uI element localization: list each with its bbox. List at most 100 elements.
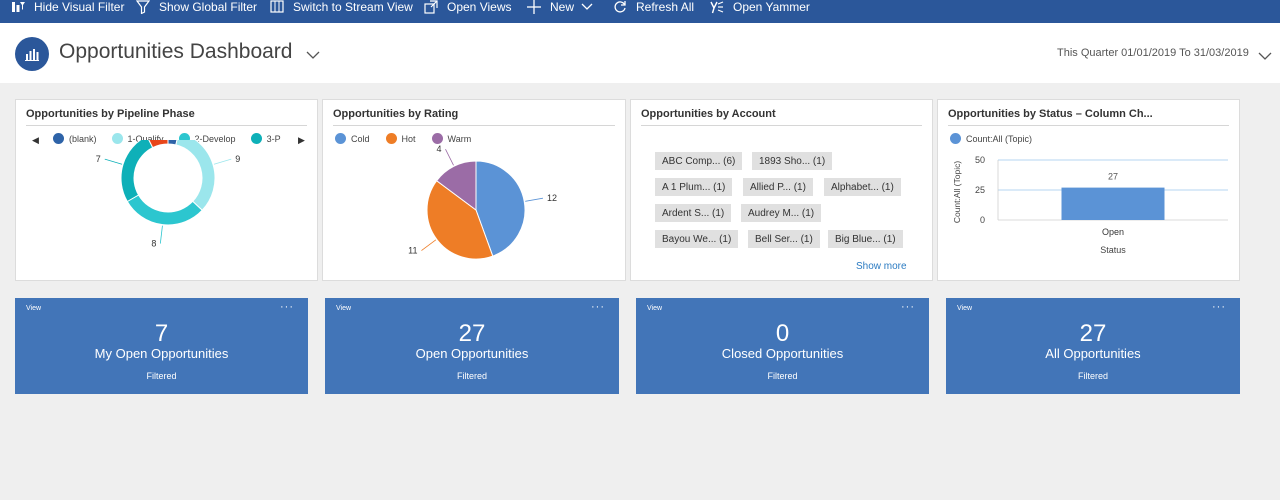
legend-item[interactable]: Count:All (Topic)	[950, 133, 1032, 144]
account-tag[interactable]: Audrey M... (1)	[741, 204, 822, 222]
data-label: 8	[151, 239, 156, 249]
y-tick-label: 50	[975, 155, 985, 165]
account-tag[interactable]: Alphabet... (1)	[824, 178, 901, 196]
legend-label: Cold	[351, 133, 370, 144]
chart-title: Opportunities by Status – Column Ch...	[948, 108, 1153, 120]
tile-view-label: View	[957, 305, 973, 312]
chart-title: Opportunities by Account	[641, 108, 776, 120]
data-label: 12	[547, 193, 557, 203]
tile-view-label: View	[336, 305, 352, 312]
open-views-button[interactable]: Open Views	[424, 0, 511, 14]
all-opportunities-tile[interactable]: View ··· 27 All Opportunities Filtered	[946, 298, 1240, 394]
tile-count: 27	[1079, 320, 1107, 347]
more-options-icon[interactable]: ···	[901, 301, 915, 313]
legend-item[interactable]: Warm	[431, 133, 472, 144]
open-yammer-button[interactable]: Open Yammer	[710, 0, 810, 14]
divider	[26, 125, 307, 126]
more-options-icon[interactable]: ···	[280, 301, 294, 313]
data-label: 11	[408, 246, 417, 256]
legend-prev-icon[interactable]: ◀	[32, 135, 39, 145]
legend-dot	[950, 133, 961, 144]
page-title: Opportunities Dashboard	[59, 40, 293, 63]
pipeline-donut-chart: 19872	[96, 140, 240, 249]
command-bar: Hide Visual Filter Show Global Filter Sw…	[0, 0, 1280, 23]
legend-dot	[335, 133, 346, 144]
tile-filter-label: Filtered	[146, 371, 177, 381]
legend-label: Warm	[447, 133, 472, 144]
data-label: 9	[235, 154, 240, 164]
pie-slice	[175, 140, 216, 211]
open-opportunities-tile[interactable]: View ··· 27 Open Opportunities Filtered	[325, 298, 619, 394]
data-label: 27	[1108, 172, 1118, 182]
pie-slice	[148, 140, 169, 149]
divider	[641, 125, 922, 126]
column-bar	[1061, 187, 1165, 220]
status-column-chart: 0 25 50 27 Open Status Count:All (Topic)	[952, 155, 1228, 255]
account-tag[interactable]: 1893 Sho... (1)	[752, 152, 833, 170]
pie-slice	[435, 160, 477, 211]
show-global-filter-button[interactable]: Show Global Filter	[136, 0, 257, 14]
dashboard-selector-chevron-icon[interactable]	[306, 47, 320, 59]
hide-visual-filter-button[interactable]: Hide Visual Filter	[11, 0, 124, 14]
divider	[333, 125, 615, 126]
tile-label: My Open Opportunities	[94, 346, 229, 361]
my-open-opportunities-tile[interactable]: View ··· 7 My Open Opportunities Filtere…	[15, 298, 308, 394]
refresh-all-button[interactable]: Refresh All	[613, 0, 694, 14]
command-label: Hide Visual Filter	[34, 0, 125, 14]
account-tag[interactable]: Ardent S... (1)	[655, 204, 732, 222]
tile-count: 27	[458, 320, 486, 347]
legend-label: 3-P	[266, 133, 281, 144]
legend-item[interactable]: 3-P	[250, 133, 281, 144]
switch-to-stream-view-button[interactable]: Switch to Stream View	[270, 0, 413, 14]
account-tag[interactable]: Allied P... (1)	[743, 178, 813, 196]
legend-dot	[431, 133, 443, 144]
command-label: Switch to Stream View	[293, 0, 413, 14]
closed-opportunities-tile[interactable]: View ··· 0 Closed Opportunities Filtered	[636, 298, 929, 394]
command-label: Refresh All	[636, 0, 695, 14]
tile-view-label: View	[26, 305, 42, 312]
tile-label: Closed Opportunities	[721, 346, 844, 361]
stream-view-icon	[270, 0, 284, 14]
chevron-down-icon	[581, 0, 593, 14]
account-tag[interactable]: Bayou We... (1)	[655, 230, 739, 248]
more-options-icon[interactable]: ···	[1212, 301, 1226, 313]
legend-item[interactable]: 2-Develop	[178, 133, 236, 144]
y-tick-label: 25	[975, 185, 985, 195]
account-tag[interactable]: Bell Ser... (1)	[748, 230, 820, 248]
rating-chart-card: Opportunities by Rating Cold Hot Warm 12…	[322, 99, 626, 281]
show-more-link[interactable]: Show more	[856, 261, 907, 272]
command-label: Open Yammer	[733, 0, 810, 14]
y-tick-label: 0	[980, 215, 985, 225]
more-options-icon[interactable]: ···	[591, 301, 605, 313]
pie-slice	[426, 180, 494, 260]
legend-label: (blank)	[69, 133, 97, 144]
slice-leader-line	[445, 149, 454, 166]
pie-slice	[120, 140, 154, 203]
legend-item[interactable]: Cold	[335, 133, 370, 144]
period-filter-label[interactable]: This Quarter 01/01/2019 To 31/03/2019	[1057, 47, 1249, 59]
yammer-icon	[710, 0, 724, 14]
status-chart-card: Opportunities by Status – Column Ch... C…	[937, 99, 1240, 281]
account-tag[interactable]: ABC Comp... (6)	[655, 152, 743, 170]
legend-item[interactable]: 1-Qualify	[111, 133, 164, 144]
legend-label: Count:All (Topic)	[966, 133, 1033, 144]
account-tag[interactable]: Big Blue... (1)	[828, 230, 903, 248]
legend-item[interactable]: (blank)	[53, 133, 97, 144]
legend-dot	[250, 133, 262, 144]
command-label: Open Views	[447, 0, 512, 14]
pie-slice	[475, 160, 526, 257]
chart-legend: Count:All (Topic)	[950, 133, 1032, 144]
new-button[interactable]: New	[527, 0, 593, 14]
legend-label: 1-Qualify	[127, 133, 164, 144]
command-label: Show Global Filter	[159, 0, 258, 14]
chart-title: Opportunities by Pipeline Phase	[26, 108, 195, 120]
legend-next-icon[interactable]: ▶	[298, 135, 305, 145]
legend-item[interactable]: Hot	[385, 133, 416, 144]
page-header: Opportunities Dashboard This Quarter 01/…	[0, 23, 1280, 83]
account-tag[interactable]: A 1 Plum... (1)	[655, 178, 733, 196]
tile-count: 7	[154, 320, 169, 347]
tile-label: All Opportunities	[1045, 346, 1141, 361]
slice-leader-line	[104, 158, 123, 165]
refresh-icon	[613, 0, 627, 14]
chevron-down-icon[interactable]	[1258, 48, 1272, 60]
